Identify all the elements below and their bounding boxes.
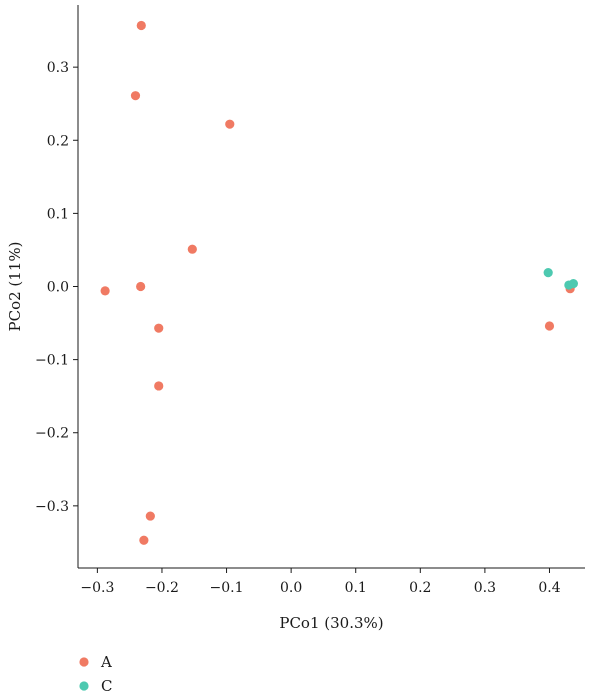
y-tick-label: 0.1 <box>47 206 69 222</box>
data-point <box>136 20 146 31</box>
data-point <box>136 281 146 292</box>
axes <box>77 5 585 569</box>
plot-area <box>100 20 578 545</box>
x-axis-title: PCo1 (30.3%) <box>279 614 383 632</box>
data-point <box>100 286 110 296</box>
x-tick-label: −0.3 <box>80 580 114 596</box>
legend-label: A <box>100 653 112 671</box>
x-axis-ticks: −0.3 −0.2 −0.1 0.0 0.1 0.2 0.3 0.4 <box>80 568 561 596</box>
y-tick-label: −0.1 <box>35 353 69 369</box>
data-point <box>568 278 578 289</box>
data-point <box>187 244 197 254</box>
legend-marker <box>79 657 89 667</box>
data-point <box>130 91 141 101</box>
y-tick-label: −0.3 <box>35 499 69 515</box>
data-point <box>145 511 155 521</box>
data-point <box>154 323 164 333</box>
data-point <box>154 381 164 391</box>
data-point <box>543 268 553 278</box>
y-tick-label: 0.3 <box>47 60 69 76</box>
legend: AC <box>79 653 112 691</box>
x-tick-label: −0.1 <box>210 580 244 596</box>
x-tick-label: 0.0 <box>280 580 302 596</box>
data-point <box>544 321 555 331</box>
series-a <box>100 20 575 545</box>
x-tick-label: 0.3 <box>474 580 496 596</box>
legend-marker <box>79 681 89 691</box>
y-axis-title: PCo2 (11%) <box>6 242 24 332</box>
y-axis-ticks: −0.3 −0.2 −0.1 0.0 0.1 0.2 0.3 <box>35 60 78 515</box>
data-point <box>225 119 235 129</box>
y-tick-label: 0.0 <box>47 280 69 296</box>
x-tick-label: 0.1 <box>345 580 367 596</box>
y-tick-label: −0.2 <box>35 426 69 442</box>
series-c <box>543 268 578 290</box>
legend-label: C <box>101 677 112 691</box>
y-tick-label: 0.2 <box>47 133 69 149</box>
x-tick-label: 0.4 <box>538 580 560 596</box>
x-tick-label: 0.2 <box>409 580 431 596</box>
data-point <box>139 535 149 545</box>
x-tick-label: −0.2 <box>145 580 179 596</box>
